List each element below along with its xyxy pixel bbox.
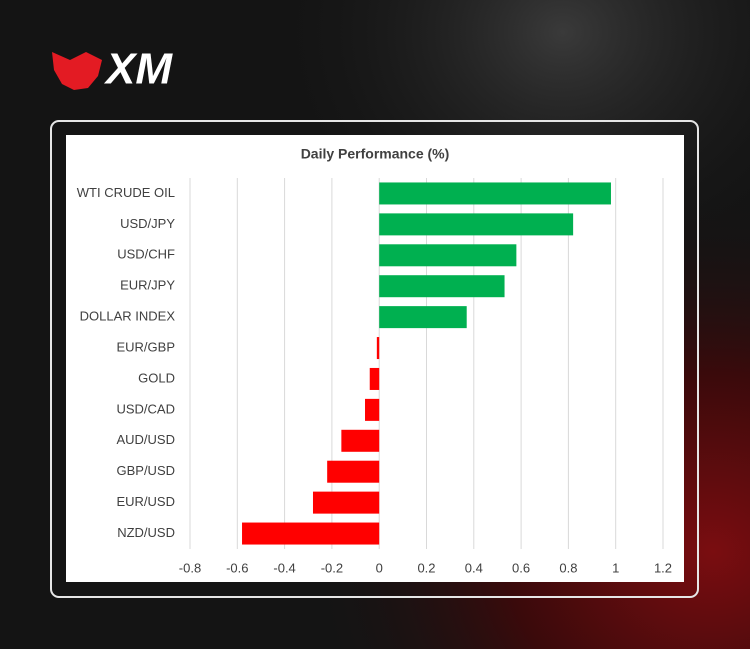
x-tick-label: 0.6 (512, 560, 530, 575)
x-tick-label: 0.2 (417, 560, 435, 575)
grid: -0.8 -0.6 -0.4 -0.2 0 0.2 0.4 0.6 0.8 1 1.2 (179, 178, 672, 575)
bar (379, 213, 574, 236)
bar (379, 244, 517, 267)
y-tick-label: GBP/USD (116, 463, 175, 478)
bar (369, 367, 380, 390)
bar (376, 337, 380, 360)
y-tick-label: USD/CHF (117, 247, 175, 262)
x-tick-label: 1 (612, 560, 619, 575)
x-tick-label: 0.4 (465, 560, 483, 575)
y-tick-label: WTI CRUDE OIL (77, 185, 175, 200)
y-tick-label: USD/JPY (120, 216, 175, 231)
y-tick-label: AUD/USD (116, 432, 175, 447)
chart-title: Daily Performance (%) (301, 146, 450, 162)
bar (365, 398, 380, 421)
bar (327, 460, 380, 483)
x-tick-label: 0 (376, 560, 383, 575)
x-tick-label: 0.8 (559, 560, 577, 575)
x-tick-label: -0.2 (321, 560, 343, 575)
logo-text: XM (103, 45, 173, 94)
bar (379, 275, 505, 298)
y-tick-label: GOLD (138, 370, 175, 385)
bar (379, 182, 611, 205)
logo: XM (52, 45, 173, 94)
x-tick-label: -0.4 (273, 560, 295, 575)
frame (50, 120, 699, 598)
x-tick-label: -0.6 (226, 560, 248, 575)
bar (312, 491, 380, 514)
x-tick-label: -0.8 (179, 560, 201, 575)
bar (341, 429, 380, 452)
bar (242, 522, 380, 545)
y-tick-label: EUR/USD (116, 494, 175, 509)
bars: WTI CRUDE OIL USD/JPY USD/CHF EUR/JPY DOLLAR… (77, 182, 611, 545)
bar (379, 306, 467, 329)
y-tick-label: EUR/JPY (120, 278, 175, 293)
y-tick-label: EUR/GBP (116, 339, 175, 354)
x-tick-label: 1.2 (654, 560, 672, 575)
y-tick-label: USD/CAD (116, 401, 175, 416)
y-tick-label: DOLLAR INDEX (80, 309, 176, 324)
logo-icon (52, 52, 102, 90)
y-tick-label: NZD/USD (117, 525, 175, 540)
